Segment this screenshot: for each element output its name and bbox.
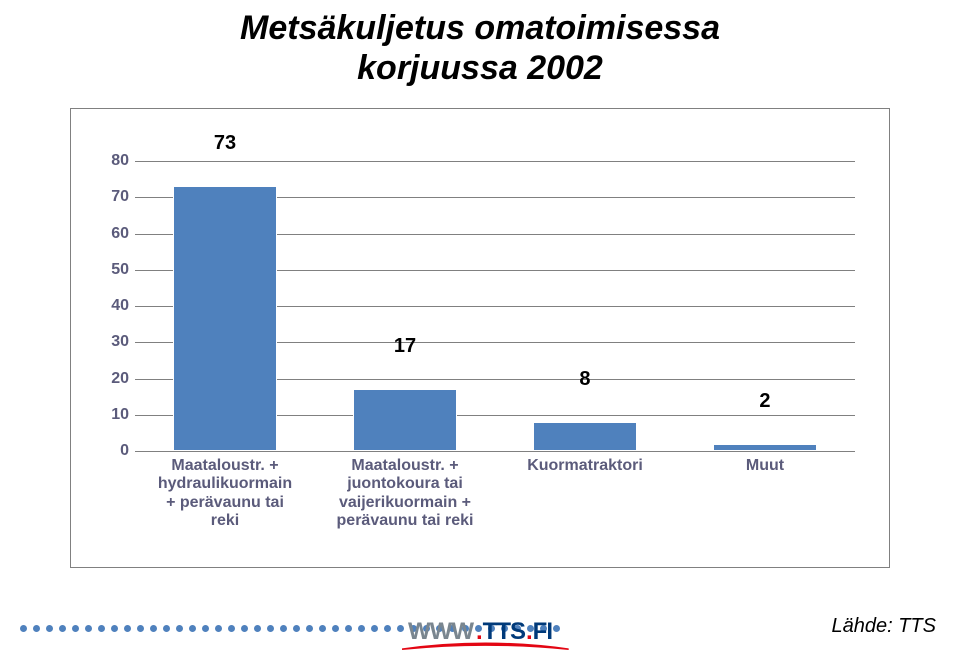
dot-icon bbox=[254, 625, 261, 632]
dot-icon bbox=[137, 625, 144, 632]
footer: WWW . TTS . FI Lähde: TTS bbox=[0, 608, 960, 648]
dot-icon bbox=[306, 625, 313, 632]
dot-icon bbox=[215, 625, 222, 632]
bar-group: 73Maataloustr. + hydraulikuormain + perä… bbox=[173, 161, 277, 451]
logo-www: WWW bbox=[408, 618, 473, 646]
bar bbox=[353, 389, 457, 451]
x-tick-label: Muut bbox=[671, 451, 859, 475]
dot-icon bbox=[72, 625, 79, 632]
slide: Metsäkuljetus omatoimisessa korjuussa 20… bbox=[0, 0, 960, 656]
slide-title: Metsäkuljetus omatoimisessa korjuussa 20… bbox=[0, 8, 960, 88]
title-line1: Metsäkuljetus omatoimisessa bbox=[240, 9, 720, 47]
y-tick-label: 60 bbox=[111, 225, 135, 243]
dot-icon bbox=[267, 625, 274, 632]
dot-icon bbox=[280, 625, 287, 632]
dot-icon bbox=[553, 625, 560, 632]
dot-icon bbox=[20, 625, 27, 632]
bar-chart: 0102030405060708073Maataloustr. + hydrau… bbox=[70, 108, 890, 568]
dot-icon bbox=[371, 625, 378, 632]
title-line2: korjuussa 2002 bbox=[357, 49, 603, 87]
x-tick-label: Kuormatraktori bbox=[491, 451, 679, 475]
dot-icon bbox=[319, 625, 326, 632]
dot-icon bbox=[358, 625, 365, 632]
dot-icon bbox=[384, 625, 391, 632]
logo-fi: FI bbox=[533, 618, 552, 646]
dot-icon bbox=[189, 625, 196, 632]
tts-logo: WWW . TTS . FI bbox=[408, 618, 552, 646]
plot-area: 0102030405060708073Maataloustr. + hydrau… bbox=[135, 161, 855, 451]
bar-value-label: 17 bbox=[353, 335, 457, 362]
dot-icon bbox=[345, 625, 352, 632]
y-tick-label: 70 bbox=[111, 188, 135, 206]
y-tick-label: 40 bbox=[111, 297, 135, 315]
bar-group: 2Muut bbox=[713, 161, 817, 451]
y-tick-label: 10 bbox=[111, 406, 135, 424]
dot-icon bbox=[176, 625, 183, 632]
dot-icon bbox=[59, 625, 66, 632]
x-tick-label: Maataloustr. + juontokoura tai vaijeriku… bbox=[311, 451, 499, 531]
y-tick-label: 30 bbox=[111, 333, 135, 351]
bar bbox=[713, 444, 817, 451]
source-label: Lähde: TTS bbox=[831, 615, 936, 638]
dot-icon bbox=[228, 625, 235, 632]
x-tick-label: Maataloustr. + hydraulikuormain + peräva… bbox=[131, 451, 319, 531]
bar bbox=[533, 422, 637, 451]
bar bbox=[173, 186, 277, 451]
dot-icon bbox=[150, 625, 157, 632]
y-tick-label: 50 bbox=[111, 261, 135, 279]
bar-group: 8Kuormatraktori bbox=[533, 161, 637, 451]
bar-value-label: 73 bbox=[173, 132, 277, 159]
logo-dot: . bbox=[476, 618, 482, 646]
dot-icon bbox=[397, 625, 404, 632]
dot-icon bbox=[163, 625, 170, 632]
dot-icon bbox=[33, 625, 40, 632]
bar-group: 17Maataloustr. + juontokoura tai vaijeri… bbox=[353, 161, 457, 451]
dot-icon bbox=[293, 625, 300, 632]
y-tick-label: 80 bbox=[111, 152, 135, 170]
logo-tts: TTS bbox=[483, 618, 525, 646]
dot-icon bbox=[111, 625, 118, 632]
dot-icon bbox=[98, 625, 105, 632]
bar-value-label: 8 bbox=[533, 368, 637, 395]
logo-dot: . bbox=[526, 618, 532, 646]
dot-icon bbox=[124, 625, 131, 632]
bar-value-label: 2 bbox=[713, 390, 817, 417]
y-tick-label: 20 bbox=[111, 370, 135, 388]
dot-icon bbox=[241, 625, 248, 632]
dot-icon bbox=[202, 625, 209, 632]
dot-icon bbox=[85, 625, 92, 632]
dot-icon bbox=[46, 625, 53, 632]
dot-icon bbox=[332, 625, 339, 632]
